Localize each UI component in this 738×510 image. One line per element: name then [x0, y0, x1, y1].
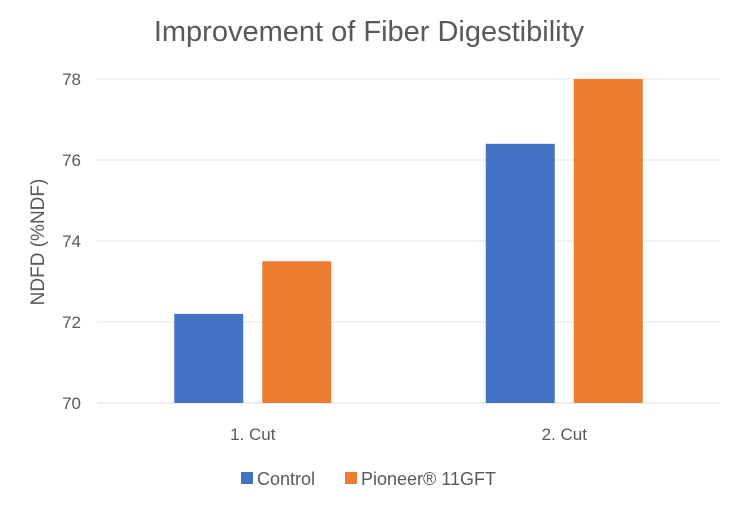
- legend-swatch: [345, 472, 357, 484]
- y-tick-label: 72: [62, 313, 81, 332]
- y-axis-label: NDFD (%NDF): [28, 179, 49, 306]
- bar-control-2: [485, 143, 555, 404]
- y-tick-label: 78: [62, 70, 81, 89]
- x-tick-label: 2. Cut: [542, 425, 588, 444]
- y-axis-ticks: 70 72 74 76 78: [62, 70, 81, 413]
- chart-title: Improvement of Fiber Digestibility: [154, 16, 585, 48]
- bar-pioneer-1: [262, 261, 332, 403]
- bar-pioneer-2: [573, 79, 643, 403]
- x-axis-ticks: 1. Cut 2. Cut: [230, 425, 587, 444]
- legend-swatch: [241, 472, 253, 484]
- bars: [174, 79, 643, 404]
- y-tick-label: 74: [62, 232, 81, 251]
- y-tick-label: 70: [62, 394, 81, 413]
- bar-control-1: [174, 313, 244, 403]
- legend-label: Control: [257, 469, 315, 489]
- legend: Control Pioneer® 11GFT: [241, 469, 496, 489]
- legend-label: Pioneer® 11GFT: [361, 469, 496, 489]
- x-tick-label: 1. Cut: [230, 425, 276, 444]
- y-tick-label: 76: [62, 151, 81, 170]
